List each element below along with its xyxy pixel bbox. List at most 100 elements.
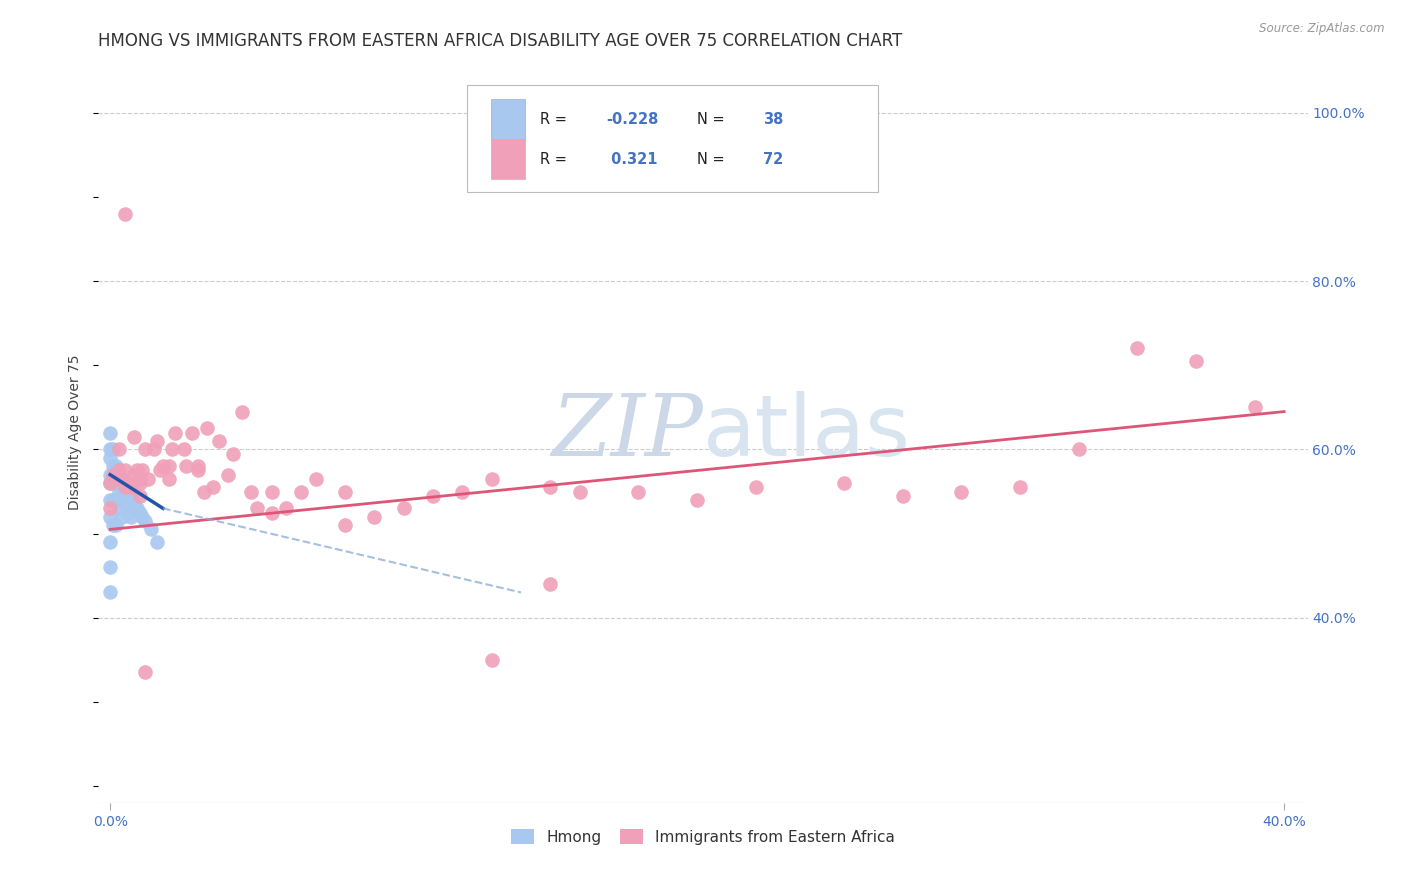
Point bbox=[98, 560, 121, 574]
Point bbox=[187, 463, 209, 477]
Point bbox=[181, 425, 204, 440]
Point bbox=[152, 459, 174, 474]
Text: -0.228: -0.228 bbox=[606, 112, 658, 128]
Point bbox=[304, 472, 326, 486]
Legend: Hmong, Immigrants from Eastern Africa: Hmong, Immigrants from Eastern Africa bbox=[505, 822, 901, 851]
Point bbox=[217, 467, 239, 482]
Point bbox=[481, 472, 503, 486]
Point bbox=[627, 484, 650, 499]
Text: atlas: atlas bbox=[703, 391, 911, 475]
Point bbox=[114, 497, 136, 511]
Point bbox=[176, 459, 198, 474]
Point bbox=[120, 480, 142, 494]
Point bbox=[745, 480, 768, 494]
Point bbox=[108, 463, 131, 477]
Point bbox=[134, 514, 156, 528]
Point bbox=[157, 472, 180, 486]
Point bbox=[114, 480, 136, 494]
Point bbox=[98, 450, 121, 465]
Point bbox=[146, 535, 169, 549]
Text: 72: 72 bbox=[763, 152, 783, 167]
Point bbox=[108, 467, 131, 482]
Point bbox=[538, 480, 561, 494]
Point bbox=[193, 484, 215, 499]
Point bbox=[422, 489, 444, 503]
Point bbox=[98, 585, 121, 599]
Point bbox=[111, 509, 134, 524]
Point bbox=[125, 501, 148, 516]
Text: R =: R = bbox=[540, 152, 571, 167]
Point bbox=[392, 501, 415, 516]
Text: 0.321: 0.321 bbox=[606, 152, 658, 167]
Text: N =: N = bbox=[697, 152, 730, 167]
Point bbox=[481, 653, 503, 667]
Point bbox=[163, 425, 186, 440]
Point bbox=[122, 467, 145, 482]
Text: Source: ZipAtlas.com: Source: ZipAtlas.com bbox=[1260, 22, 1385, 36]
Point bbox=[105, 472, 128, 486]
Point bbox=[105, 476, 128, 491]
Point bbox=[146, 434, 169, 448]
Point bbox=[173, 442, 195, 457]
Y-axis label: Disability Age Over 75: Disability Age Over 75 bbox=[69, 355, 83, 510]
FancyBboxPatch shape bbox=[467, 85, 879, 192]
Point bbox=[98, 535, 121, 549]
Point bbox=[231, 404, 253, 418]
Point bbox=[891, 489, 914, 503]
Point bbox=[117, 506, 139, 520]
Point bbox=[111, 472, 134, 486]
Point bbox=[111, 489, 134, 503]
Point bbox=[98, 467, 121, 482]
Text: ZIP: ZIP bbox=[551, 392, 703, 474]
Point bbox=[149, 463, 172, 477]
Point bbox=[114, 463, 136, 477]
Point bbox=[222, 447, 245, 461]
Point bbox=[98, 425, 121, 440]
Point bbox=[128, 489, 150, 503]
Point bbox=[101, 476, 124, 491]
Point bbox=[950, 484, 973, 499]
Point bbox=[333, 518, 356, 533]
Point bbox=[1126, 342, 1149, 356]
Point bbox=[143, 442, 166, 457]
Point bbox=[208, 434, 231, 448]
Point bbox=[260, 506, 283, 520]
Point bbox=[141, 522, 163, 536]
Point bbox=[128, 476, 150, 491]
Point bbox=[98, 492, 121, 507]
Point bbox=[1243, 401, 1265, 415]
Point bbox=[101, 459, 124, 474]
Point bbox=[201, 480, 224, 494]
Point bbox=[195, 421, 218, 435]
Point bbox=[240, 484, 263, 499]
Point bbox=[246, 501, 269, 516]
Point bbox=[187, 459, 209, 474]
Point bbox=[1008, 480, 1031, 494]
Point bbox=[363, 509, 385, 524]
Point bbox=[686, 492, 709, 507]
Point bbox=[120, 509, 142, 524]
Point bbox=[1185, 354, 1208, 368]
Point bbox=[98, 476, 121, 491]
Point bbox=[101, 492, 124, 507]
FancyBboxPatch shape bbox=[492, 138, 526, 179]
Point bbox=[101, 467, 124, 482]
Point bbox=[101, 442, 124, 457]
Point bbox=[117, 484, 139, 499]
Point bbox=[120, 489, 142, 503]
Point bbox=[98, 509, 121, 524]
Point bbox=[108, 501, 131, 516]
Point bbox=[128, 472, 150, 486]
Point bbox=[122, 430, 145, 444]
Point bbox=[134, 442, 156, 457]
Point bbox=[98, 442, 121, 457]
Point bbox=[128, 506, 150, 520]
Point bbox=[111, 472, 134, 486]
Point bbox=[114, 480, 136, 494]
Point bbox=[290, 484, 312, 499]
Text: HMONG VS IMMIGRANTS FROM EASTERN AFRICA DISABILITY AGE OVER 75 CORRELATION CHART: HMONG VS IMMIGRANTS FROM EASTERN AFRICA … bbox=[98, 32, 903, 50]
Point bbox=[568, 484, 591, 499]
Point bbox=[160, 442, 183, 457]
Point bbox=[98, 476, 121, 491]
Point bbox=[1067, 442, 1090, 457]
